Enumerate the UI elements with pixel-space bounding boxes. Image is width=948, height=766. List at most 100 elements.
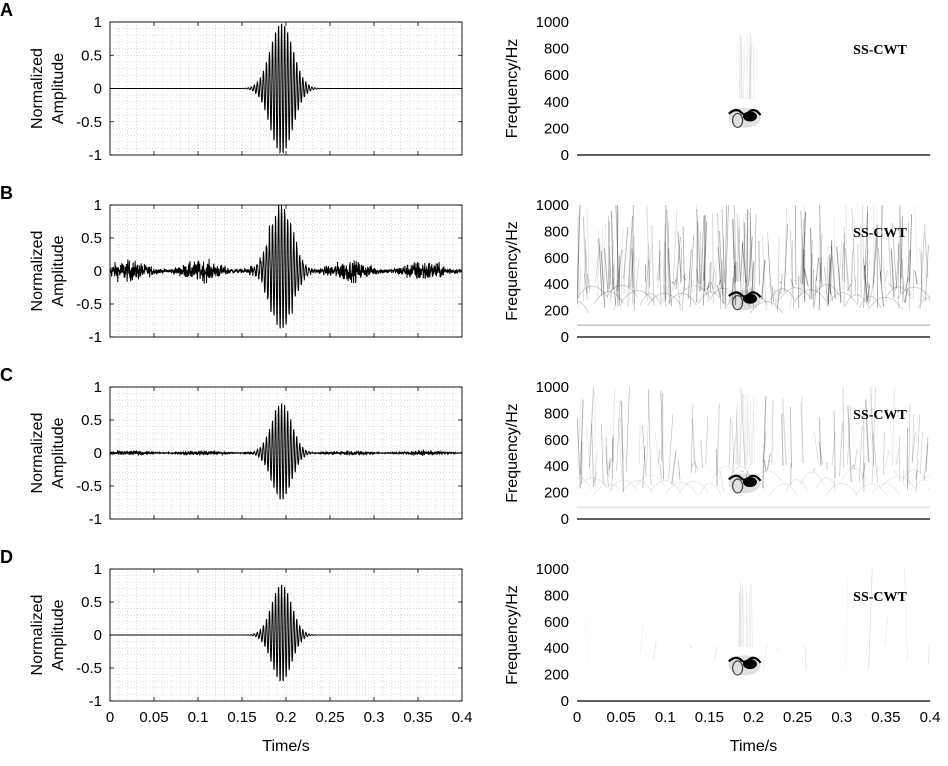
- spectral-streak: [795, 204, 796, 285]
- x-tick-label: 0.2: [276, 709, 297, 726]
- spectral-arc: [786, 480, 807, 492]
- spectral-streak: [846, 203, 848, 292]
- ss-cwt-label: SS-CWT: [853, 226, 907, 241]
- ss-cwt-label: SS-CWT: [853, 408, 907, 423]
- y-tick-label: 1000: [536, 379, 569, 396]
- y-tick-label: 800: [544, 587, 569, 604]
- spectral-streak: [678, 461, 680, 480]
- spectral-streak: [789, 289, 793, 308]
- spectral-streak: [720, 470, 724, 491]
- spectral-streak: [894, 470, 898, 475]
- x-tick-label: 0.15: [227, 709, 256, 726]
- spectral-arc: [622, 480, 652, 492]
- spectral-streak: [726, 290, 727, 293]
- energy-wisp: [746, 583, 747, 647]
- y-tick-label: 600: [544, 614, 569, 631]
- spectral-streak: [658, 450, 659, 464]
- spectral-streak: [718, 213, 721, 310]
- spectral-streak: [715, 270, 716, 294]
- spectral-streak: [892, 387, 894, 466]
- spectral-streak: [683, 227, 684, 290]
- spectral-streak: [816, 258, 818, 281]
- x-tick-label: 0.1: [655, 709, 676, 726]
- x-tick-label: 0.35: [403, 709, 432, 726]
- y-tick-label: 1000: [536, 197, 569, 214]
- spectral-streak: [592, 424, 594, 487]
- spectrogram: [585, 565, 929, 675]
- y-tick-label: 0: [561, 511, 569, 528]
- spectral-streak: [669, 414, 673, 479]
- spectral-streak: [689, 643, 692, 649]
- y-axis-label: Frequency/Hz: [504, 403, 521, 503]
- spectral-streak: [701, 439, 703, 468]
- y-tick-label: 1000: [536, 561, 569, 578]
- energy-wisp: [746, 230, 747, 282]
- spectral-streak: [772, 400, 773, 464]
- y-axis-label: Normalized: [29, 413, 46, 494]
- spectral-streak: [713, 214, 714, 303]
- spectral-streak: [693, 449, 695, 467]
- x-tick-label: 0.05: [139, 709, 168, 726]
- y-tick-label: 200: [544, 120, 569, 137]
- x-axis-label: Time/s: [730, 738, 777, 755]
- spectral-streak: [673, 210, 677, 290]
- spectral-streak: [871, 387, 874, 467]
- spectral-streak: [617, 400, 621, 471]
- y-axis-label: Normalized: [29, 48, 46, 129]
- y-tick-label: 0: [94, 627, 102, 644]
- y-tick-label: 0: [561, 329, 569, 346]
- y-tick-label: 800: [544, 405, 569, 422]
- spectral-arc: [828, 293, 857, 305]
- ss-cwt-label: SS-CWT: [853, 43, 907, 58]
- spectral-streak: [717, 403, 719, 475]
- y-tick-label: -0.5: [76, 478, 102, 495]
- spectral-streak: [813, 468, 815, 471]
- spectral-streak: [819, 418, 820, 466]
- spectral-arc: [700, 483, 721, 495]
- spectrogram: [566, 199, 948, 325]
- spectral-streak: [762, 237, 766, 310]
- x-tick-label: 0.25: [783, 709, 812, 726]
- spectral-streak: [780, 282, 783, 283]
- spectral-streak: [915, 201, 918, 282]
- spectral-streak: [904, 566, 907, 661]
- spectral-streak: [774, 289, 775, 304]
- y-tick-label: 1: [94, 561, 102, 578]
- spectral-streak: [604, 249, 608, 293]
- x-tick-label: 0: [106, 709, 114, 726]
- spectral-streak: [909, 405, 910, 485]
- spectral-streak: [636, 259, 639, 292]
- spectral-streak: [884, 617, 887, 645]
- spectral-streak: [843, 381, 844, 468]
- spectral-streak: [916, 414, 920, 492]
- y-tick-label: 0.5: [81, 230, 102, 247]
- y-tick-label: 600: [544, 432, 569, 449]
- ss-cwt-label: SS-CWT: [853, 590, 907, 605]
- y-tick-label: -0.5: [76, 660, 102, 677]
- spectral-streak: [805, 646, 806, 670]
- spectral-arc: [844, 295, 868, 307]
- energy-wisp: [743, 594, 744, 646]
- y-tick-label: 0: [561, 147, 569, 164]
- x-tick-label: 0.3: [364, 709, 385, 726]
- spectral-streak: [877, 459, 878, 474]
- spectral-streak: [714, 646, 718, 662]
- spectral-streak: [781, 274, 782, 294]
- y-tick-label: 600: [544, 250, 569, 267]
- panel-label-B: B: [0, 183, 13, 203]
- spectral-arc: [826, 483, 857, 495]
- y-tick-label: 0: [94, 445, 102, 462]
- spectral-streak: [690, 235, 693, 307]
- spectral-streak: [772, 286, 774, 302]
- energy-wisp: [753, 396, 754, 465]
- spectral-streak: [881, 204, 882, 280]
- spectral-streak: [924, 443, 928, 481]
- spectral-streak: [640, 624, 643, 655]
- spectral-arc: [770, 484, 798, 496]
- y-axis-label: Normalized: [29, 231, 46, 312]
- spectral-arc: [915, 476, 943, 488]
- spectral-streak: [647, 390, 650, 466]
- spectral-arc: [668, 293, 697, 305]
